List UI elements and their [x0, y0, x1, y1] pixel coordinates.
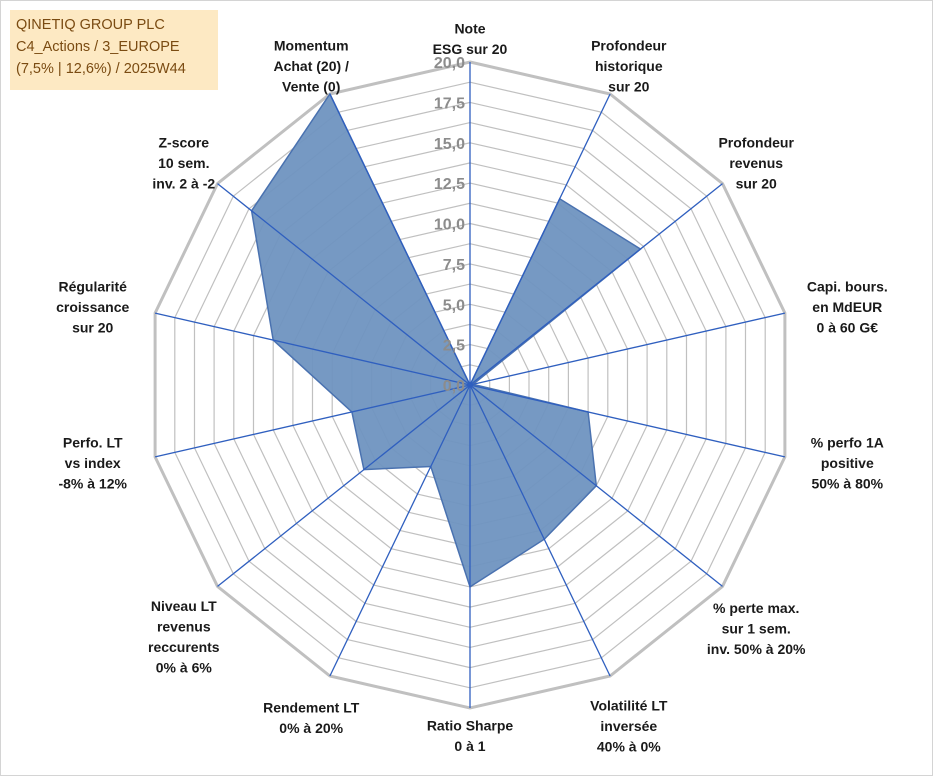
axis-label-line: inversée [600, 718, 657, 734]
axis-label: Profondeur revenus sur 20 [718, 135, 794, 192]
axis-label-line: 10 sem. [158, 155, 209, 171]
axis-label: Perfo. LT vs index -8% à 12% [58, 435, 127, 492]
axis-label-line: sur 1 sem. [722, 621, 791, 637]
axis-label-line: 40% à 0% [597, 739, 661, 755]
axis-label: Profondeur historique sur 20 [591, 37, 667, 94]
axis-label-line: sur 20 [72, 320, 113, 336]
axis-label-line: -8% à 12% [58, 476, 127, 492]
axis-label-line: inv. 2 à -2 [152, 176, 215, 192]
axis-label-line: revenus [157, 619, 211, 635]
tick-label: 10,0 [434, 217, 465, 234]
tick-label: 17,5 [434, 95, 465, 112]
axis-label: Volatilité LT inversée 40% à 0% [590, 698, 668, 755]
tick-label: 5,0 [443, 297, 465, 314]
axis-label-line: inv. 50% à 20% [707, 641, 806, 657]
axis-label-line: Momentum [274, 37, 349, 53]
axis-label-line: Z-score [159, 135, 210, 151]
meta-label: (7,5% | 12,6%) / 2025W44 [16, 58, 212, 80]
tick-label: 15,0 [434, 136, 465, 153]
axis-label-line: 0 à 60 G€ [817, 320, 879, 336]
axis-label-line: 0% à 6% [156, 660, 213, 676]
axis-label-line: Note [454, 20, 485, 36]
axis-label-line: 50% à 80% [811, 476, 883, 492]
tick-label: 20,0 [434, 55, 465, 72]
axis-label-line: Achat (20) / [273, 58, 349, 74]
axis-label: Ratio Sharpe 0 à 1 [427, 717, 514, 754]
axis-label-line: Profondeur [718, 135, 794, 151]
axis-label-line: ESG sur 20 [433, 41, 508, 57]
axis-label-line: sur 20 [608, 78, 649, 94]
company-name: QINETIQ GROUP PLC [16, 14, 212, 36]
axis-label: Régularité croissance sur 20 [56, 279, 129, 336]
axis-spoke [218, 385, 471, 586]
axis-label: % perfo 1A positive 50% à 80% [811, 435, 884, 492]
axis-label: Momentum Achat (20) / Vente (0) [273, 37, 349, 94]
info-box: QINETIQ GROUP PLC C4_Actions / 3_EUROPE … [10, 10, 218, 90]
axis-label-line: Rendement LT [263, 700, 360, 716]
axis-label-line: % perfo 1A [811, 435, 884, 451]
axis-label-line: en MdEUR [812, 299, 882, 315]
axis-label-line: Régularité [58, 279, 127, 295]
axis-label-line: sur 20 [736, 176, 777, 192]
axis-label-line: Perfo. LT [63, 435, 123, 451]
axis-label: Note ESG sur 20 [433, 20, 508, 57]
axis-label-line: vs index [65, 455, 121, 471]
axis-label-line: reccurents [148, 639, 220, 655]
tick-label: 2,5 [443, 338, 465, 355]
axis-label-line: Profondeur [591, 37, 667, 53]
axis-label: Z-score 10 sem. inv. 2 à -2 [152, 135, 215, 192]
axis-label-line: Ratio Sharpe [427, 717, 514, 733]
axis-label-line: Vente (0) [282, 78, 340, 94]
axis-label-line: 0 à 1 [454, 738, 485, 754]
axis-label: Capi. bours. en MdEUR 0 à 60 G€ [807, 279, 888, 336]
axis-label-line: positive [821, 455, 874, 471]
axis-label: % perte max. sur 1 sem. inv. 50% à 20% [707, 600, 806, 657]
axis-label-line: historique [595, 58, 663, 74]
tick-label: 12,5 [434, 176, 465, 193]
axis-label-line: Niveau LT [151, 598, 217, 614]
axis-spoke [470, 184, 723, 385]
axis-label-line: croissance [56, 299, 129, 315]
axis-label-line: % perte max. [713, 600, 799, 616]
tick-label: 7,5 [443, 257, 465, 274]
axis-label-line: 0% à 20% [279, 720, 343, 736]
axis-label-line: revenus [729, 155, 783, 171]
axis-label-line: Capi. bours. [807, 279, 888, 295]
axis-label: Niveau LT revenus reccurents 0% à 6% [148, 598, 220, 676]
axis-label: Rendement LT 0% à 20% [263, 700, 360, 737]
axis-label-line: Volatilité LT [590, 698, 668, 714]
tick-label: 0,0 [443, 378, 465, 395]
category-label: C4_Actions / 3_EUROPE [16, 36, 212, 58]
